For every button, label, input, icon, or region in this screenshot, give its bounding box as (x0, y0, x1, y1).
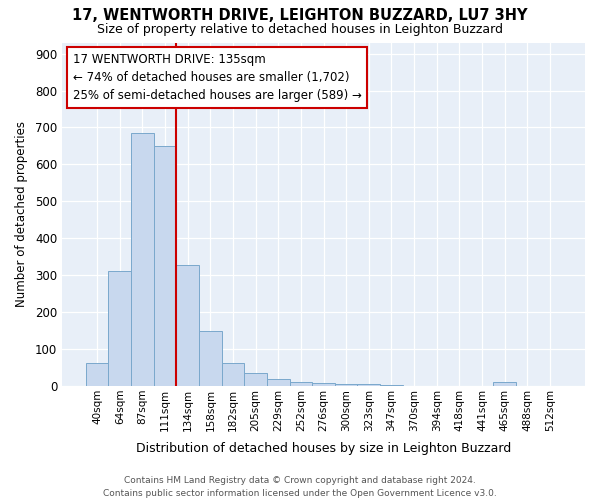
Bar (335, 384, 358, 386)
Bar (244, 373, 267, 386)
Bar (199, 330, 221, 386)
Text: Contains HM Land Registry data © Crown copyright and database right 2024.
Contai: Contains HM Land Registry data © Crown c… (103, 476, 497, 498)
Text: Size of property relative to detached houses in Leighton Buzzard: Size of property relative to detached ho… (97, 22, 503, 36)
Text: 17, WENTWORTH DRIVE, LEIGHTON BUZZARD, LU7 3HY: 17, WENTWORTH DRIVE, LEIGHTON BUZZARD, L… (72, 8, 528, 22)
Bar (358, 384, 380, 386)
Bar (221, 362, 244, 386)
Bar (109, 272, 131, 386)
Bar (154, 146, 176, 386)
Bar (176, 265, 199, 386)
Bar (493, 382, 516, 386)
Bar (290, 382, 312, 386)
Bar (131, 133, 154, 386)
Y-axis label: Number of detached properties: Number of detached properties (15, 121, 28, 307)
Text: 17 WENTWORTH DRIVE: 135sqm
← 74% of detached houses are smaller (1,702)
25% of s: 17 WENTWORTH DRIVE: 135sqm ← 74% of deta… (73, 53, 361, 102)
Bar (380, 385, 403, 386)
X-axis label: Distribution of detached houses by size in Leighton Buzzard: Distribution of detached houses by size … (136, 442, 511, 455)
Bar (312, 383, 335, 386)
Bar (86, 362, 109, 386)
Bar (267, 380, 290, 386)
